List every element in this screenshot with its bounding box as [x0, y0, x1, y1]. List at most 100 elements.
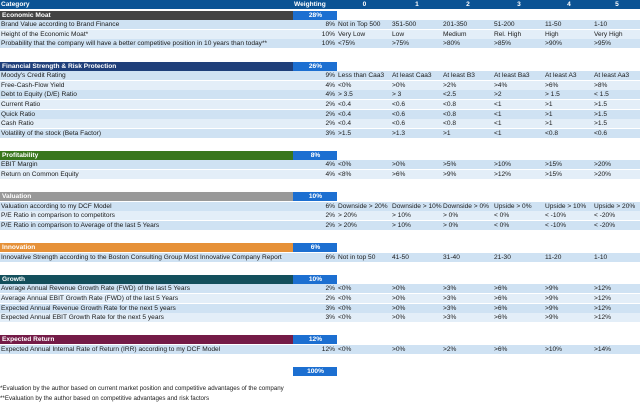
- score-threshold-1: >75%: [392, 40, 410, 48]
- criterion-weight: 4%: [325, 91, 335, 99]
- score-threshold-2: > 0%: [443, 212, 459, 220]
- score-threshold-5: >12%: [594, 294, 612, 302]
- criterion-weight: 6%: [325, 253, 335, 261]
- score-threshold-0: <0.4: [338, 120, 352, 128]
- criterion-weight: 3%: [325, 129, 335, 137]
- score-threshold-3: >4%: [494, 81, 508, 89]
- score-threshold-4: At least A3: [545, 72, 577, 80]
- score-threshold-2: <2.5: [443, 91, 457, 99]
- criterion-weight: 4%: [325, 81, 335, 89]
- footnote: **Evaluation by the author based on comp…: [0, 394, 210, 402]
- score-threshold-3: At least Ba3: [494, 72, 530, 80]
- score-threshold-2: Downside > 0%: [443, 202, 489, 210]
- score-threshold-4: >9%: [545, 294, 559, 302]
- criterion-label: Innovative Strength according to the Bos…: [1, 253, 282, 261]
- score-threshold-4: >6%: [545, 81, 559, 89]
- criterion-weight: 12%: [321, 345, 335, 353]
- score-threshold-2: 31-40: [443, 253, 460, 261]
- score-threshold-5: Upside > 20%: [594, 202, 636, 210]
- score-threshold-1: <0.6: [392, 100, 406, 108]
- score-threshold-4: >9%: [545, 285, 559, 293]
- score-threshold-3: <1: [494, 120, 502, 128]
- score-threshold-5: >1.5: [594, 120, 608, 128]
- section-weight: 26%: [293, 61, 337, 71]
- score-threshold-0: <0%: [338, 294, 352, 302]
- score-threshold-5: <0.6: [594, 129, 608, 137]
- criterion-label: Quick Ratio: [1, 110, 36, 118]
- table-row: P/E Ratio in comparison to Average of th…: [0, 220, 640, 230]
- score-threshold-4: >10%: [545, 345, 563, 353]
- score-threshold-4: >1: [545, 100, 553, 108]
- criterion-label: Volatility of the stock (Beta Factor): [1, 129, 102, 137]
- table-row: P/E Ratio in comparison to competitors 2%…: [0, 211, 640, 221]
- score-threshold-2: >9%: [443, 171, 457, 178]
- criterion-weight: 2%: [325, 100, 335, 108]
- score-threshold-0: <0%: [338, 285, 352, 293]
- score-threshold-0: <0%: [338, 314, 352, 322]
- criterion-weight: 3%: [325, 304, 335, 312]
- score-threshold-0: Very Low: [338, 30, 366, 38]
- score-threshold-4: >1: [545, 110, 553, 118]
- criterion-weight: 2%: [325, 212, 335, 220]
- score-threshold-3: 21-30: [494, 253, 511, 261]
- score-threshold-1: <0.6: [392, 120, 406, 128]
- table-row: Innovative Strength according to the Bos…: [0, 252, 640, 262]
- score-threshold-4: < -10%: [545, 221, 567, 229]
- score-threshold-2: >80%: [443, 40, 461, 48]
- table-row: Average Annual EBIT Growth Rate (FWD) of…: [0, 293, 640, 303]
- score-threshold-3: Upside > 0%: [494, 202, 532, 210]
- score-threshold-1: 41-50: [392, 253, 409, 261]
- score-threshold-2: >5%: [443, 161, 457, 169]
- score-threshold-1: >0%: [392, 294, 406, 302]
- table-row: Probability that the company will have a…: [0, 39, 640, 49]
- table-row: Expected Annual Internal Rate of Return …: [0, 344, 640, 354]
- score-threshold-2: <0.8: [443, 100, 457, 108]
- score-threshold-3: < 0%: [494, 221, 510, 229]
- score-threshold-3: >10%: [494, 161, 512, 169]
- score-threshold-5: >8%: [594, 81, 608, 89]
- score-threshold-3: >85%: [494, 40, 512, 48]
- score-threshold-3: 51-200: [494, 21, 515, 29]
- score-threshold-1: >0%: [392, 81, 406, 89]
- criterion-label: Expected Annual Internal Rate of Return …: [1, 345, 221, 353]
- score-threshold-0: Not in Top 500: [338, 21, 381, 29]
- criterion-label: Probability that the company will have a…: [1, 40, 268, 48]
- header-score-0: 0: [362, 1, 367, 8]
- score-threshold-4: >9%: [545, 304, 559, 312]
- score-threshold-1: >0%: [392, 314, 406, 322]
- criterion-label: P/E Ratio in comparison to competitors: [1, 212, 115, 220]
- section-title: Economic Moat: [0, 10, 293, 20]
- section-header-row: Growth 10%: [0, 274, 640, 284]
- score-threshold-2: >3%: [443, 304, 457, 312]
- criterion-label: EBIT Margin: [1, 161, 38, 169]
- table-row: Quick Ratio 2% <0.4 <0.6 <0.8 <1 >1 >1.5: [0, 109, 640, 119]
- criterion-label: Cash Ratio: [1, 120, 34, 128]
- score-threshold-5: 1-10: [594, 253, 608, 261]
- criterion-label: Moody's Credit Rating: [1, 72, 66, 80]
- section-title: Expected Return: [0, 335, 293, 345]
- score-threshold-2: <0.8: [443, 110, 457, 118]
- section-header-row: Financial Strength & Risk Protection 26%: [0, 61, 640, 71]
- score-threshold-1: Low: [392, 30, 405, 38]
- score-threshold-1: >0%: [392, 304, 406, 312]
- score-threshold-0: <0%: [338, 345, 352, 353]
- score-threshold-5: < -20%: [594, 212, 616, 220]
- score-threshold-4: 11-50: [545, 21, 562, 29]
- section-weight: 10%: [293, 192, 337, 202]
- score-threshold-3: >6%: [494, 294, 508, 302]
- score-threshold-0: Downside > 20%: [338, 202, 388, 210]
- score-threshold-3: <1: [494, 110, 502, 118]
- table-row: Free-Cash-Flow Yield 4% <0% >0% >2% >4% >6% >8%: [0, 80, 640, 90]
- criterion-weight: 10%: [321, 30, 335, 38]
- criterion-label: Current Ratio: [1, 100, 41, 108]
- score-threshold-2: >2%: [443, 345, 457, 353]
- score-threshold-1: 351-500: [392, 21, 417, 29]
- section-header-row: Economic Moat 28%: [0, 10, 640, 20]
- score-threshold-1: >0%: [392, 345, 406, 353]
- criterion-weight: 2%: [325, 294, 335, 302]
- criterion-weight: 2%: [325, 285, 335, 293]
- score-threshold-5: >20%: [594, 161, 612, 169]
- table-row: Expected Annual EBIT Growth Rate for the…: [0, 313, 640, 323]
- score-threshold-4: >9%: [545, 314, 559, 322]
- score-threshold-5: >12%: [594, 285, 612, 293]
